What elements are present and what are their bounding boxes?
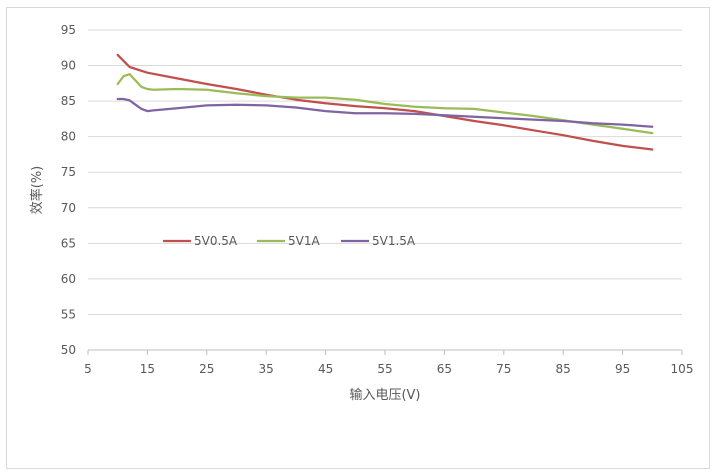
legend-label-1: 5V1A [288,234,320,248]
legend-label-2: 5V1.5A [372,234,416,248]
x-tick-label: 105 [671,362,694,376]
series-lines [116,53,654,151]
y-tick-label: 90 [61,59,76,73]
y-tick-label: 60 [61,272,76,286]
x-tick-label: 15 [140,362,155,376]
x-tick-label: 45 [318,362,333,376]
y-tick-label: 80 [61,130,76,144]
legend: 5V0.5A 5V1A 5V1.5A [163,234,416,248]
y-tick-label: 65 [61,236,76,250]
y-tick-labels: 50 55 60 65 70 75 80 85 90 95 [61,23,76,357]
x-axis [87,349,683,355]
y-tick-label: 85 [61,94,76,108]
gridlines [88,29,682,315]
x-tick-label: 75 [496,362,511,376]
series-line-0 [116,53,654,151]
series-line-1 [116,72,654,135]
x-tick-label: 95 [615,362,630,376]
y-tick-label: 75 [61,165,76,179]
x-tick-label: 85 [556,362,571,376]
y-tick-label: 70 [61,201,76,215]
line-chart: 50 55 60 65 70 75 80 85 90 95 5 15 25 35 45 55 65 75 85 95… [29,23,693,403]
series-line-2 [116,97,654,128]
chart-frame: 50 55 60 65 70 75 80 85 90 95 5 15 25 35 45 55 65 75 85 95… [6,7,710,469]
x-tick-labels: 5 15 25 35 45 55 65 75 85 95 105 [84,362,693,376]
x-tick-label: 65 [437,362,452,376]
y-axis-title: 效率(%) [29,166,45,215]
y-tick-label: 50 [61,343,76,357]
legend-label-0: 5V0.5A [194,234,238,248]
x-tick-label: 25 [199,362,214,376]
x-tick-label: 35 [259,362,274,376]
x-tick-label: 5 [84,362,92,376]
y-tick-label: 55 [61,307,76,321]
y-tick-label: 95 [61,23,76,37]
x-axis-title: 输入电压(V) [349,387,420,403]
x-tick-label: 55 [377,362,392,376]
